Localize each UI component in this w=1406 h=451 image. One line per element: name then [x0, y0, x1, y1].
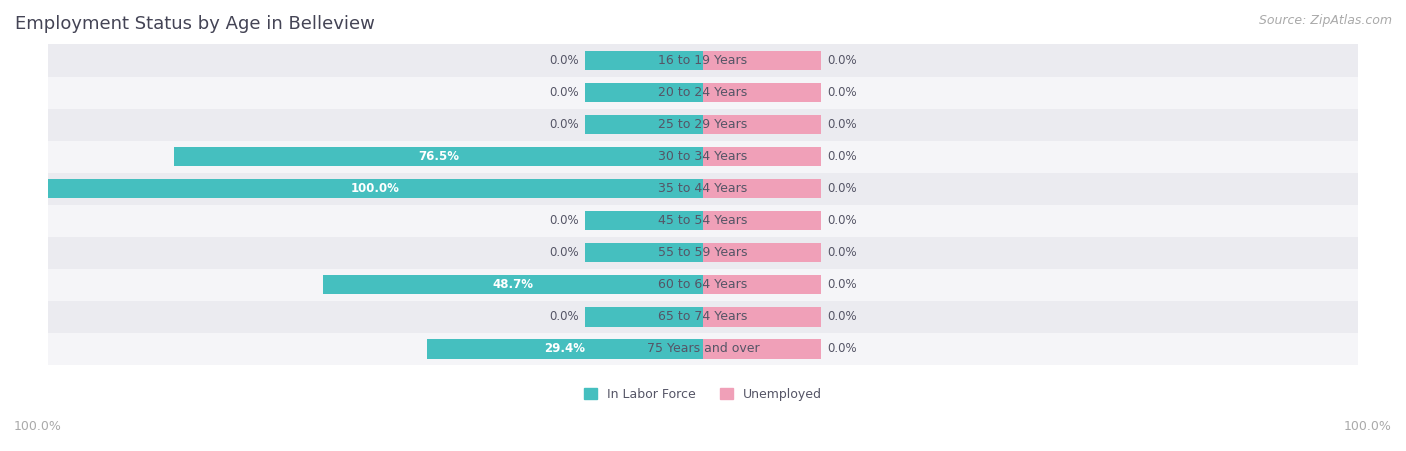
Text: Employment Status by Age in Belleview: Employment Status by Age in Belleview [15, 15, 375, 33]
Bar [48, 333, 1358, 365]
Bar [703, 339, 821, 359]
Bar [48, 45, 1358, 77]
Bar [48, 109, 1358, 141]
Bar [48, 141, 1358, 173]
Bar [48, 77, 1358, 109]
Text: 45 to 54 Years: 45 to 54 Years [658, 214, 748, 227]
Text: 0.0%: 0.0% [548, 214, 578, 227]
Text: 75 Years and over: 75 Years and over [647, 342, 759, 355]
Text: 30 to 34 Years: 30 to 34 Years [658, 150, 748, 163]
Bar [703, 307, 821, 327]
Text: 0.0%: 0.0% [828, 246, 858, 259]
Text: 55 to 59 Years: 55 to 59 Years [658, 246, 748, 259]
Text: 100.0%: 100.0% [352, 182, 399, 195]
Bar [703, 211, 821, 230]
Text: 0.0%: 0.0% [828, 118, 858, 131]
Text: 76.5%: 76.5% [418, 150, 458, 163]
Bar [585, 243, 703, 262]
Bar [703, 243, 821, 262]
Text: 0.0%: 0.0% [548, 54, 578, 67]
Text: 25 to 29 Years: 25 to 29 Years [658, 118, 748, 131]
Text: 0.0%: 0.0% [828, 278, 858, 291]
Text: 100.0%: 100.0% [14, 420, 62, 433]
Text: 48.7%: 48.7% [492, 278, 534, 291]
Text: 0.0%: 0.0% [548, 246, 578, 259]
Text: 0.0%: 0.0% [828, 342, 858, 355]
Bar [48, 301, 1358, 333]
Text: 0.0%: 0.0% [548, 118, 578, 131]
Legend: In Labor Force, Unemployed: In Labor Force, Unemployed [579, 382, 827, 405]
Text: 100.0%: 100.0% [1344, 420, 1392, 433]
Bar [703, 179, 821, 198]
Text: 0.0%: 0.0% [828, 182, 858, 195]
Bar [48, 269, 1358, 301]
Text: 0.0%: 0.0% [828, 214, 858, 227]
Text: 60 to 64 Years: 60 to 64 Years [658, 278, 748, 291]
Bar [703, 275, 821, 295]
Bar [703, 115, 821, 134]
Bar [585, 211, 703, 230]
Text: 16 to 19 Years: 16 to 19 Years [658, 54, 748, 67]
Text: Source: ZipAtlas.com: Source: ZipAtlas.com [1258, 14, 1392, 27]
Text: 0.0%: 0.0% [548, 86, 578, 99]
Text: 35 to 44 Years: 35 to 44 Years [658, 182, 748, 195]
Text: 65 to 74 Years: 65 to 74 Years [658, 310, 748, 323]
Text: 0.0%: 0.0% [828, 310, 858, 323]
Text: 0.0%: 0.0% [828, 150, 858, 163]
Bar [585, 51, 703, 70]
Bar [585, 115, 703, 134]
Bar [174, 147, 703, 166]
Text: 0.0%: 0.0% [828, 54, 858, 67]
Text: 29.4%: 29.4% [544, 342, 585, 355]
Bar [48, 173, 1358, 205]
Bar [703, 83, 821, 102]
Bar [585, 307, 703, 327]
Bar [585, 83, 703, 102]
Bar [48, 179, 703, 198]
Bar [427, 339, 703, 359]
Text: 20 to 24 Years: 20 to 24 Years [658, 86, 748, 99]
Text: 0.0%: 0.0% [548, 310, 578, 323]
Text: 0.0%: 0.0% [828, 86, 858, 99]
Bar [323, 275, 703, 295]
Bar [703, 51, 821, 70]
Bar [703, 147, 821, 166]
Bar [48, 237, 1358, 269]
Bar [48, 205, 1358, 237]
